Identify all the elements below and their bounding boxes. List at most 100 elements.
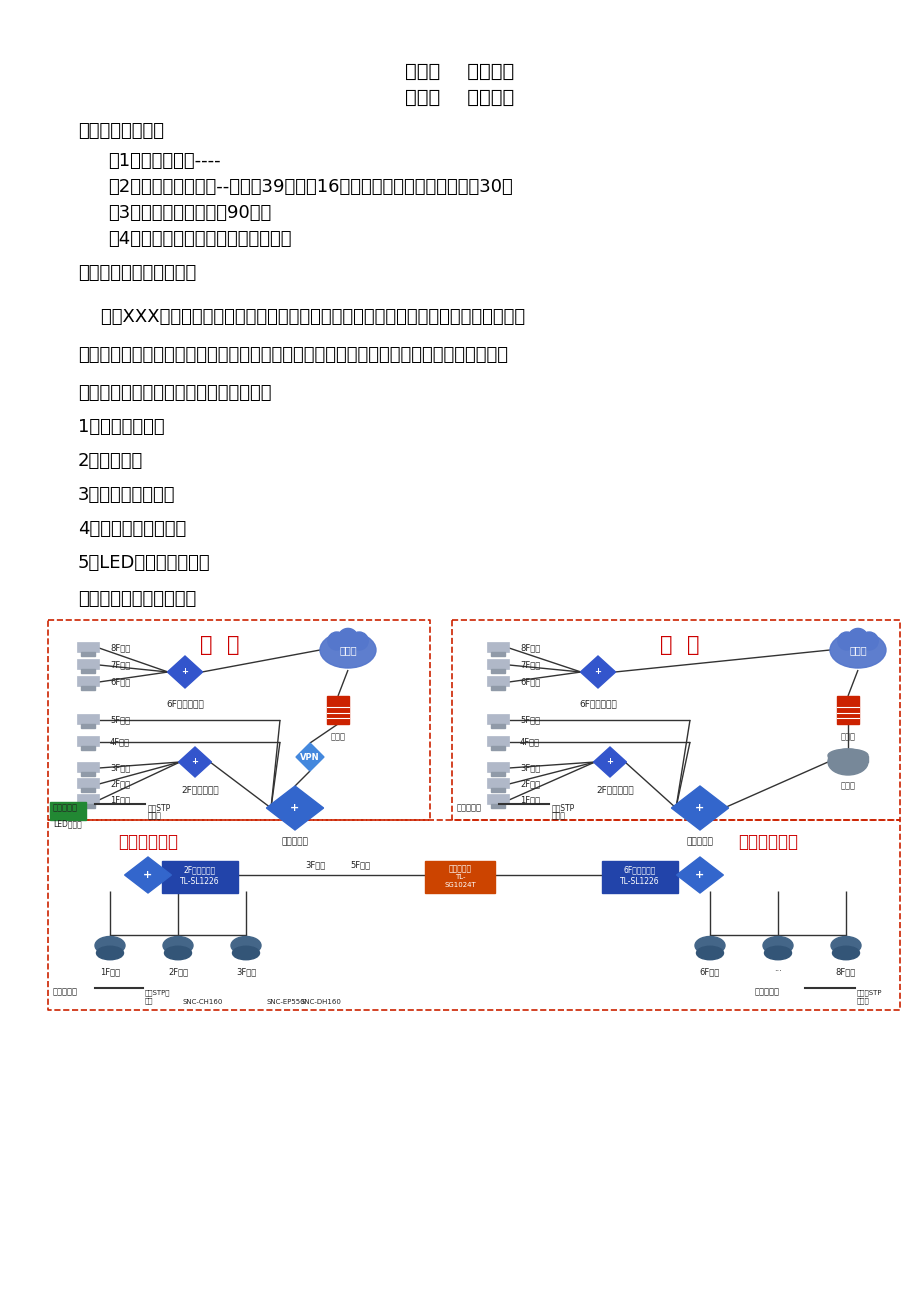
Text: +: + <box>191 758 199 767</box>
Text: 一、项目基本概况: 一、项目基本概况 <box>78 122 164 141</box>
Text: 双练线: 双练线 <box>148 811 162 820</box>
Text: 双练线: 双练线 <box>857 997 868 1004</box>
Text: 6F楼层: 6F楼层 <box>519 677 539 686</box>
Text: 工程施工、安装调试。建设一套集综合布线、机房建设、安全防范、会议、信息发布一体的: 工程施工、安装调试。建设一套集综合布线、机房建设、安全防范、会议、信息发布一体的 <box>78 346 507 365</box>
Text: 4、会议室会议系统；: 4、会议室会议系统； <box>78 519 186 538</box>
Text: 6F楼层: 6F楼层 <box>110 677 130 686</box>
Bar <box>491 746 504 750</box>
Text: 练线: 练线 <box>145 997 153 1004</box>
Bar <box>827 755 867 762</box>
Polygon shape <box>296 743 323 771</box>
Text: 3F楼层: 3F楼层 <box>304 861 324 870</box>
Bar <box>486 763 508 772</box>
Text: 6F楼层: 6F楼层 <box>699 967 720 976</box>
Text: 五类STP: 五类STP <box>551 803 574 812</box>
Text: 2F楼层: 2F楼层 <box>519 780 539 789</box>
Text: 4F楼层: 4F楼层 <box>110 737 130 746</box>
Bar <box>491 724 504 728</box>
Text: SNC-CH160: SNC-CH160 <box>183 999 223 1005</box>
Text: 8F楼层: 8F楼层 <box>110 643 130 652</box>
Bar <box>77 659 99 669</box>
Bar <box>491 668 504 673</box>
Text: 局域网: 局域网 <box>848 644 866 655</box>
Text: 6F楼层交换机: 6F楼层交换机 <box>623 866 655 875</box>
Text: 2F楼层交据机: 2F楼层交据机 <box>596 785 633 794</box>
Text: TL-SL1226: TL-SL1226 <box>180 876 220 885</box>
Bar <box>486 737 508 746</box>
Text: 弱电系统。具体设备材料供应范围如下：: 弱电系统。具体设备材料供应范围如下： <box>78 384 271 402</box>
Text: ···: ··· <box>773 967 781 976</box>
Text: 6F楼层交据机: 6F楼层交据机 <box>166 699 204 708</box>
Bar <box>162 861 238 893</box>
Polygon shape <box>267 786 323 829</box>
Bar <box>326 697 348 724</box>
Text: TL-SL1226: TL-SL1226 <box>619 876 659 885</box>
Text: 3F楼层: 3F楼层 <box>519 763 539 772</box>
Bar <box>486 715 508 724</box>
Ellipse shape <box>829 631 885 668</box>
Bar <box>601 861 677 893</box>
Text: SG1024T: SG1024T <box>444 881 475 888</box>
Polygon shape <box>124 857 171 893</box>
Text: 外  网: 外 网 <box>660 635 699 655</box>
Ellipse shape <box>696 947 722 960</box>
Text: 图例说明：: 图例说明： <box>754 987 779 996</box>
Text: 2F楼层交换机: 2F楼层交换机 <box>184 866 216 875</box>
Bar <box>486 659 508 669</box>
Text: 六类STP双: 六类STP双 <box>145 990 170 996</box>
Ellipse shape <box>96 947 123 960</box>
Bar <box>836 697 858 724</box>
Bar <box>77 779 99 788</box>
Bar <box>486 642 508 652</box>
Circle shape <box>327 631 346 650</box>
Circle shape <box>859 631 878 650</box>
Text: 视频监控外网: 视频监控外网 <box>118 833 177 852</box>
Bar <box>491 772 504 776</box>
Bar <box>486 794 508 805</box>
Circle shape <box>350 631 368 650</box>
Text: +: + <box>695 870 704 880</box>
Polygon shape <box>167 656 202 687</box>
Text: 内  网: 内 网 <box>200 635 240 655</box>
Circle shape <box>837 631 855 650</box>
Polygon shape <box>580 656 615 687</box>
Ellipse shape <box>764 947 790 960</box>
Text: 双练线: 双练线 <box>551 811 565 820</box>
Bar <box>425 861 494 893</box>
Text: 各系统连接拓扑图如下：: 各系统连接拓扑图如下： <box>78 590 196 608</box>
Text: 图例说明：: 图例说明： <box>457 803 482 812</box>
Ellipse shape <box>762 936 792 954</box>
Ellipse shape <box>827 749 867 775</box>
Ellipse shape <box>827 749 867 762</box>
Text: SNC-DH160: SNC-DH160 <box>301 999 341 1005</box>
Text: 防火墙: 防火墙 <box>840 732 855 741</box>
Bar <box>77 715 99 724</box>
Text: 1F楼层: 1F楼层 <box>100 967 120 976</box>
Text: +: + <box>606 758 613 767</box>
Text: 2F楼层: 2F楼层 <box>110 780 130 789</box>
Bar <box>77 677 99 686</box>
Text: （2）工程地点：位于--市，长39米，宽16米，地上一共八层，主体高约30米: （2）工程地点：位于--市，长39米，宽16米，地上一共八层，主体高约30米 <box>108 178 512 197</box>
Circle shape <box>847 629 867 648</box>
Text: 7F楼层: 7F楼层 <box>110 660 130 669</box>
Text: 第一章    施工方案: 第一章 施工方案 <box>405 62 514 81</box>
Text: LED双色屏: LED双色屏 <box>53 819 83 828</box>
Bar <box>77 763 99 772</box>
Ellipse shape <box>832 947 858 960</box>
Ellipse shape <box>694 936 724 954</box>
Text: 5F楼层: 5F楼层 <box>519 716 539 724</box>
Ellipse shape <box>830 936 860 954</box>
Polygon shape <box>671 786 728 829</box>
Text: 2F楼层: 2F楼层 <box>168 967 187 976</box>
Bar <box>81 772 95 776</box>
Text: +: + <box>181 668 188 677</box>
Text: 五类STP: 五类STP <box>148 803 171 812</box>
Bar <box>50 802 85 820</box>
Text: 7F楼层: 7F楼层 <box>519 660 539 669</box>
Text: TL-: TL- <box>454 874 465 880</box>
Text: 5F楼层: 5F楼层 <box>110 716 130 724</box>
Polygon shape <box>178 747 211 777</box>
Bar <box>81 788 95 792</box>
Bar <box>77 794 99 805</box>
Ellipse shape <box>233 947 259 960</box>
